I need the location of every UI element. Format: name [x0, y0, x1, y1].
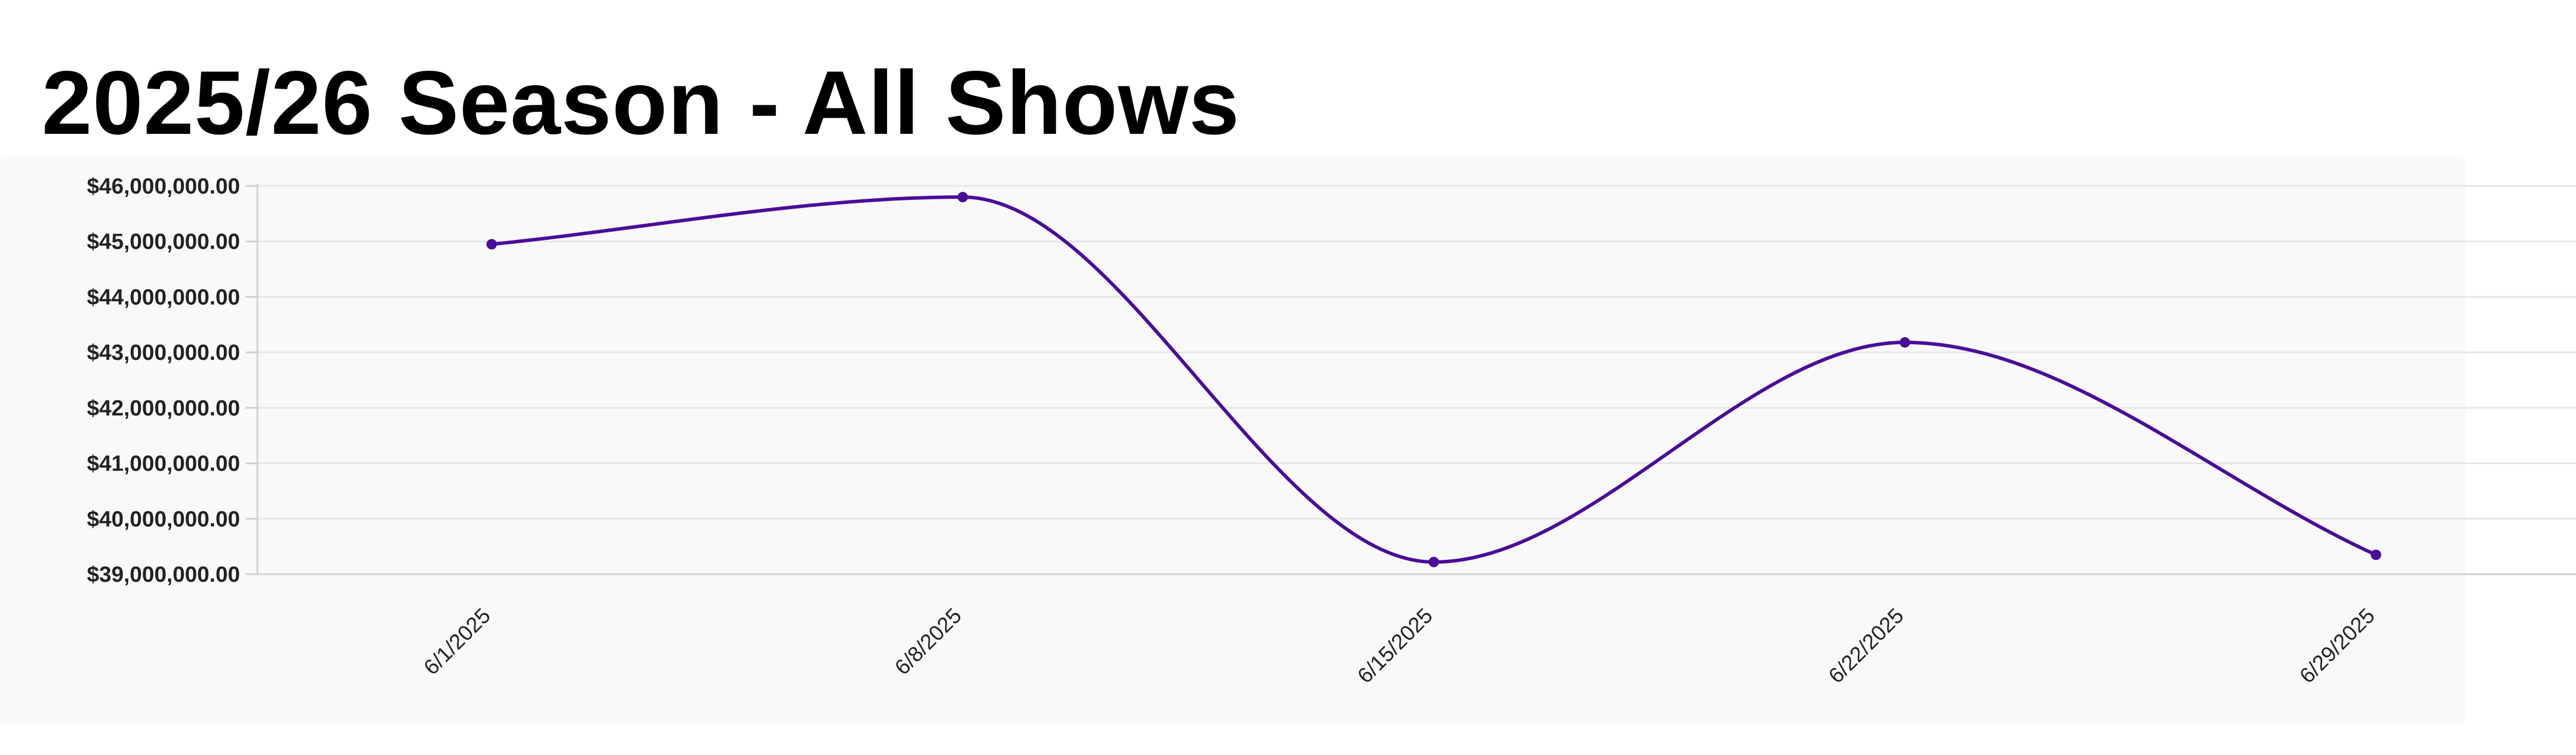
x-tick-label: 6/15/2025	[1353, 604, 1437, 688]
data-point[interactable]	[2371, 549, 2381, 560]
axes	[256, 184, 2576, 575]
y-tick-label: $46,000,000.00	[87, 174, 240, 199]
page-title: 2025/26 Season - All Shows	[42, 53, 1240, 154]
y-tick-label: $39,000,000.00	[87, 563, 240, 587]
data-point[interactable]	[1429, 556, 1439, 567]
grid-lines	[257, 185, 2576, 520]
y-axis-ticks: $46,000,000.00 $45,000,000.00 $44,000,000.…	[87, 174, 257, 587]
y-tick-label: $40,000,000.00	[87, 507, 240, 531]
x-tick-label: 6/8/2025	[890, 604, 966, 680]
data-point[interactable]	[486, 239, 497, 250]
series-layer	[486, 192, 2381, 567]
x-axis-ticks: 6/1/2025 6/8/2025 6/15/2025 6/22/2025 6/29/2…	[419, 604, 2379, 688]
series-line	[490, 195, 2378, 564]
x-tick-label: 6/1/2025	[419, 604, 495, 680]
data-point[interactable]	[1899, 337, 1910, 348]
data-point[interactable]	[957, 192, 968, 203]
y-tick-label: $44,000,000.00	[87, 285, 240, 309]
y-tick-label: $42,000,000.00	[87, 396, 240, 421]
x-tick-label: 6/29/2025	[2295, 604, 2379, 688]
y-tick-label: $43,000,000.00	[87, 341, 240, 365]
y-tick-label: $45,000,000.00	[87, 230, 240, 254]
chart-panel	[0, 156, 2465, 724]
x-tick-label: 6/22/2025	[1824, 604, 1908, 688]
y-tick-label: $41,000,000.00	[87, 452, 240, 476]
